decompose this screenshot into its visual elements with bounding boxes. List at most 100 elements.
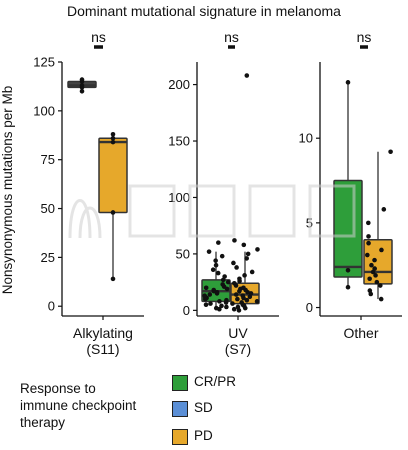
significance-label: ns (357, 29, 372, 45)
box-cr-pr-point (210, 267, 216, 273)
box-pd-point (110, 276, 116, 282)
box-cr-pr-point (207, 292, 213, 297)
box-pd-point (366, 234, 371, 239)
box-pd-point (372, 266, 377, 271)
box-pd-point (369, 262, 374, 268)
box-pd-point (230, 301, 235, 306)
box-cr-pr-point (220, 282, 225, 287)
box-cr-pr-point (211, 287, 217, 293)
box-cr-pr-point (215, 270, 221, 276)
box-pd-point (372, 257, 377, 263)
box-cr-pr-point (79, 77, 85, 82)
watermark-logo (68, 184, 356, 239)
legend-title: Response to immune checkpoint therapy (20, 380, 160, 431)
box-cr-pr-point (208, 301, 213, 306)
box-pd-point (231, 260, 236, 266)
box-cr-pr-point (345, 284, 351, 290)
y-tick-label: 0 (48, 299, 55, 314)
legend-swatch-cr-pr (172, 375, 188, 391)
box-cr-pr-point (206, 249, 212, 254)
box-pd-point (232, 238, 237, 243)
y-tick-label: 50 (176, 246, 190, 261)
legend-title-line: therapy (20, 415, 66, 430)
box-cr-pr-point (202, 293, 207, 298)
x-category-label: Other (343, 325, 378, 341)
x-category-label: (S11) (86, 341, 119, 357)
box-cr-pr-point (79, 89, 85, 94)
x-category-label: Alkylating (73, 325, 133, 341)
box-pd-point (231, 306, 237, 312)
y-tick-label: 150 (168, 134, 190, 149)
box-cr-pr-point (225, 279, 231, 285)
legend-swatch-sd (172, 401, 188, 417)
box-pd-point (235, 304, 241, 310)
y-tick-label: 50 (41, 201, 55, 216)
box-pd-point (244, 297, 250, 303)
box-pd-point (388, 149, 393, 155)
chart-title: Dominant mutational signature in melanom… (67, 3, 341, 19)
legend-title-line: Response to (20, 381, 96, 396)
box-pd-point (110, 131, 116, 137)
box-pd-point (255, 247, 260, 252)
box-pd-point (110, 210, 116, 215)
box-cr-pr-point (224, 304, 229, 310)
box-cr-pr-point (222, 274, 227, 279)
box-pd-point (381, 207, 387, 212)
y-tick-label: 0 (306, 300, 313, 315)
box-pd-point (245, 251, 251, 257)
box-cr-pr-point (219, 253, 225, 259)
box-cr-pr-point (213, 262, 219, 268)
box-pd-point (231, 280, 237, 286)
y-tick-label: 0 (183, 303, 190, 318)
x-category-label: UV (228, 325, 248, 341)
legend-swatch-pd (172, 429, 188, 445)
box-pd-point (235, 296, 240, 302)
box-pd-point (379, 247, 384, 253)
box-cr-pr-point (213, 258, 218, 263)
box-pd-point (234, 265, 239, 270)
y-tick-label: 125 (33, 55, 55, 70)
legend-title-line: immune checkpoint (20, 398, 137, 413)
box-cr-pr-point (203, 302, 209, 308)
legend-label-sd: SD (194, 400, 213, 415)
box-pd-point (374, 279, 380, 285)
significance-label: ns (91, 29, 106, 45)
box-cr-pr-point (217, 299, 222, 304)
box-pd-point (373, 273, 378, 278)
box-pd-point (110, 135, 116, 141)
box-pd-point (239, 300, 244, 305)
box-pd-point (241, 242, 247, 248)
box-pd-point (241, 285, 246, 291)
box-pd-point (240, 293, 246, 298)
box-pd-point (366, 240, 371, 246)
legend-label-cr-pr: CR/PR (194, 374, 237, 389)
box-pd-point (237, 276, 242, 282)
box-pd-point (244, 256, 249, 261)
y-tick-label: 25 (41, 250, 55, 265)
significance-label: ns (224, 29, 239, 45)
box-pd-point (110, 139, 116, 145)
box-cr-pr-point (219, 303, 224, 309)
y-axis-label: Nonsynonymous mutations per Mb (0, 86, 15, 295)
box-pd-point (242, 273, 247, 278)
box-pd-point (366, 220, 371, 226)
box-cr-pr-point (213, 305, 219, 311)
y-tick-label: 200 (168, 77, 190, 92)
legend-label-pd: PD (194, 428, 213, 443)
box-cr-pr-point (203, 285, 209, 291)
box-pd-point (378, 296, 384, 302)
box-cr-pr-point (79, 83, 85, 88)
y-tick-label: 10 (299, 131, 313, 146)
x-category-label: (S7) (225, 341, 251, 357)
box-pd-point (367, 276, 372, 282)
box-cr-pr-point (216, 240, 221, 245)
y-tick-label: 100 (33, 103, 55, 118)
box-pd-point (367, 288, 373, 293)
box-pd-point (244, 73, 250, 78)
box-pd-point (378, 283, 383, 288)
box-pd-point (249, 269, 255, 275)
y-tick-label: 75 (41, 152, 55, 167)
box-pd-point (254, 299, 260, 304)
box-cr-pr-point (345, 267, 351, 273)
box-cr-pr-point (224, 297, 229, 303)
